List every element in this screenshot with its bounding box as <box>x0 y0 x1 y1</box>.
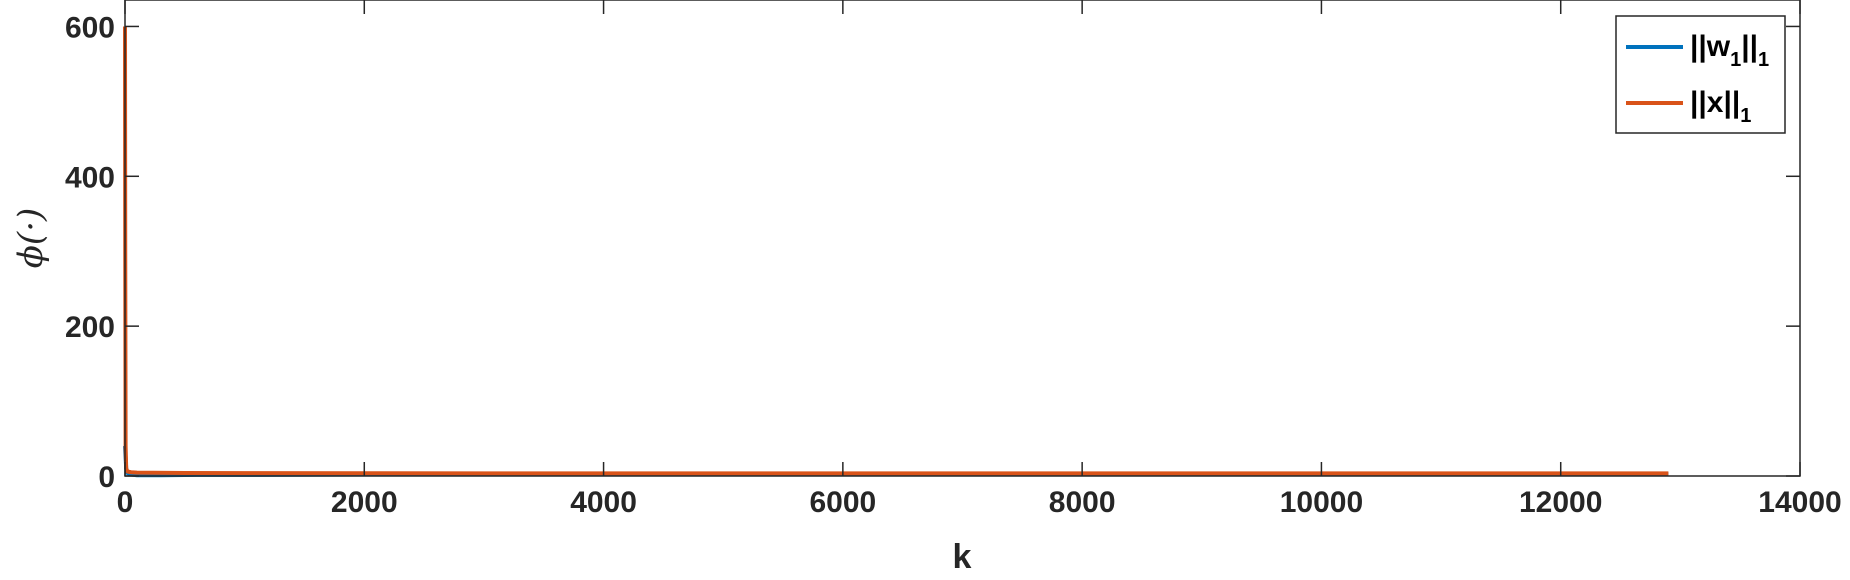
x-tick-label-5: 10000 <box>1280 486 1363 519</box>
y-tick-label-1: 200 <box>65 311 115 344</box>
legend-w1-norm: ||w <box>1690 30 1731 63</box>
y-tick-label-3: 600 <box>65 11 115 44</box>
x-tick-label-4: 8000 <box>1049 486 1116 519</box>
y-axis-title: ϕ(·) <box>11 208 51 269</box>
x-tick-label-7: 14000 <box>1758 486 1841 519</box>
x-tick-label-3: 6000 <box>809 486 876 519</box>
legend-entry-x: ||x||1 <box>1690 86 1751 127</box>
y-tick-label-0: 0 <box>98 461 115 494</box>
legend-w1-sub-outer: 1 <box>1758 49 1769 71</box>
x-tick-label-2: 4000 <box>570 486 637 519</box>
legend-box <box>1615 15 1786 134</box>
legend: ||w1||1 ||x||1 <box>1615 15 1786 134</box>
x-axis-title: k <box>953 538 972 576</box>
y-tick-label-2: 400 <box>65 161 115 194</box>
legend-w1-sub: 1 <box>1730 49 1741 71</box>
series-line-1 <box>123 26 1669 476</box>
legend-x-norm: ||x|| <box>1690 86 1740 119</box>
axes-box <box>124 0 1801 477</box>
legend-x-sub: 1 <box>1740 105 1751 127</box>
x-tick-label-6: 12000 <box>1519 486 1602 519</box>
axes: 0 2000 4000 6000 8000 10000 12000 14000 0 200 400 6… <box>65 0 1842 519</box>
legend-w1-norm-close: || <box>1741 30 1758 63</box>
x-tick-label-0: 0 <box>117 486 134 519</box>
x-tick-label-1: 2000 <box>331 486 398 519</box>
legend-entry-w1: ||w1||1 <box>1690 30 1769 71</box>
series-layer <box>123 26 1669 478</box>
plot-area <box>125 0 1800 476</box>
